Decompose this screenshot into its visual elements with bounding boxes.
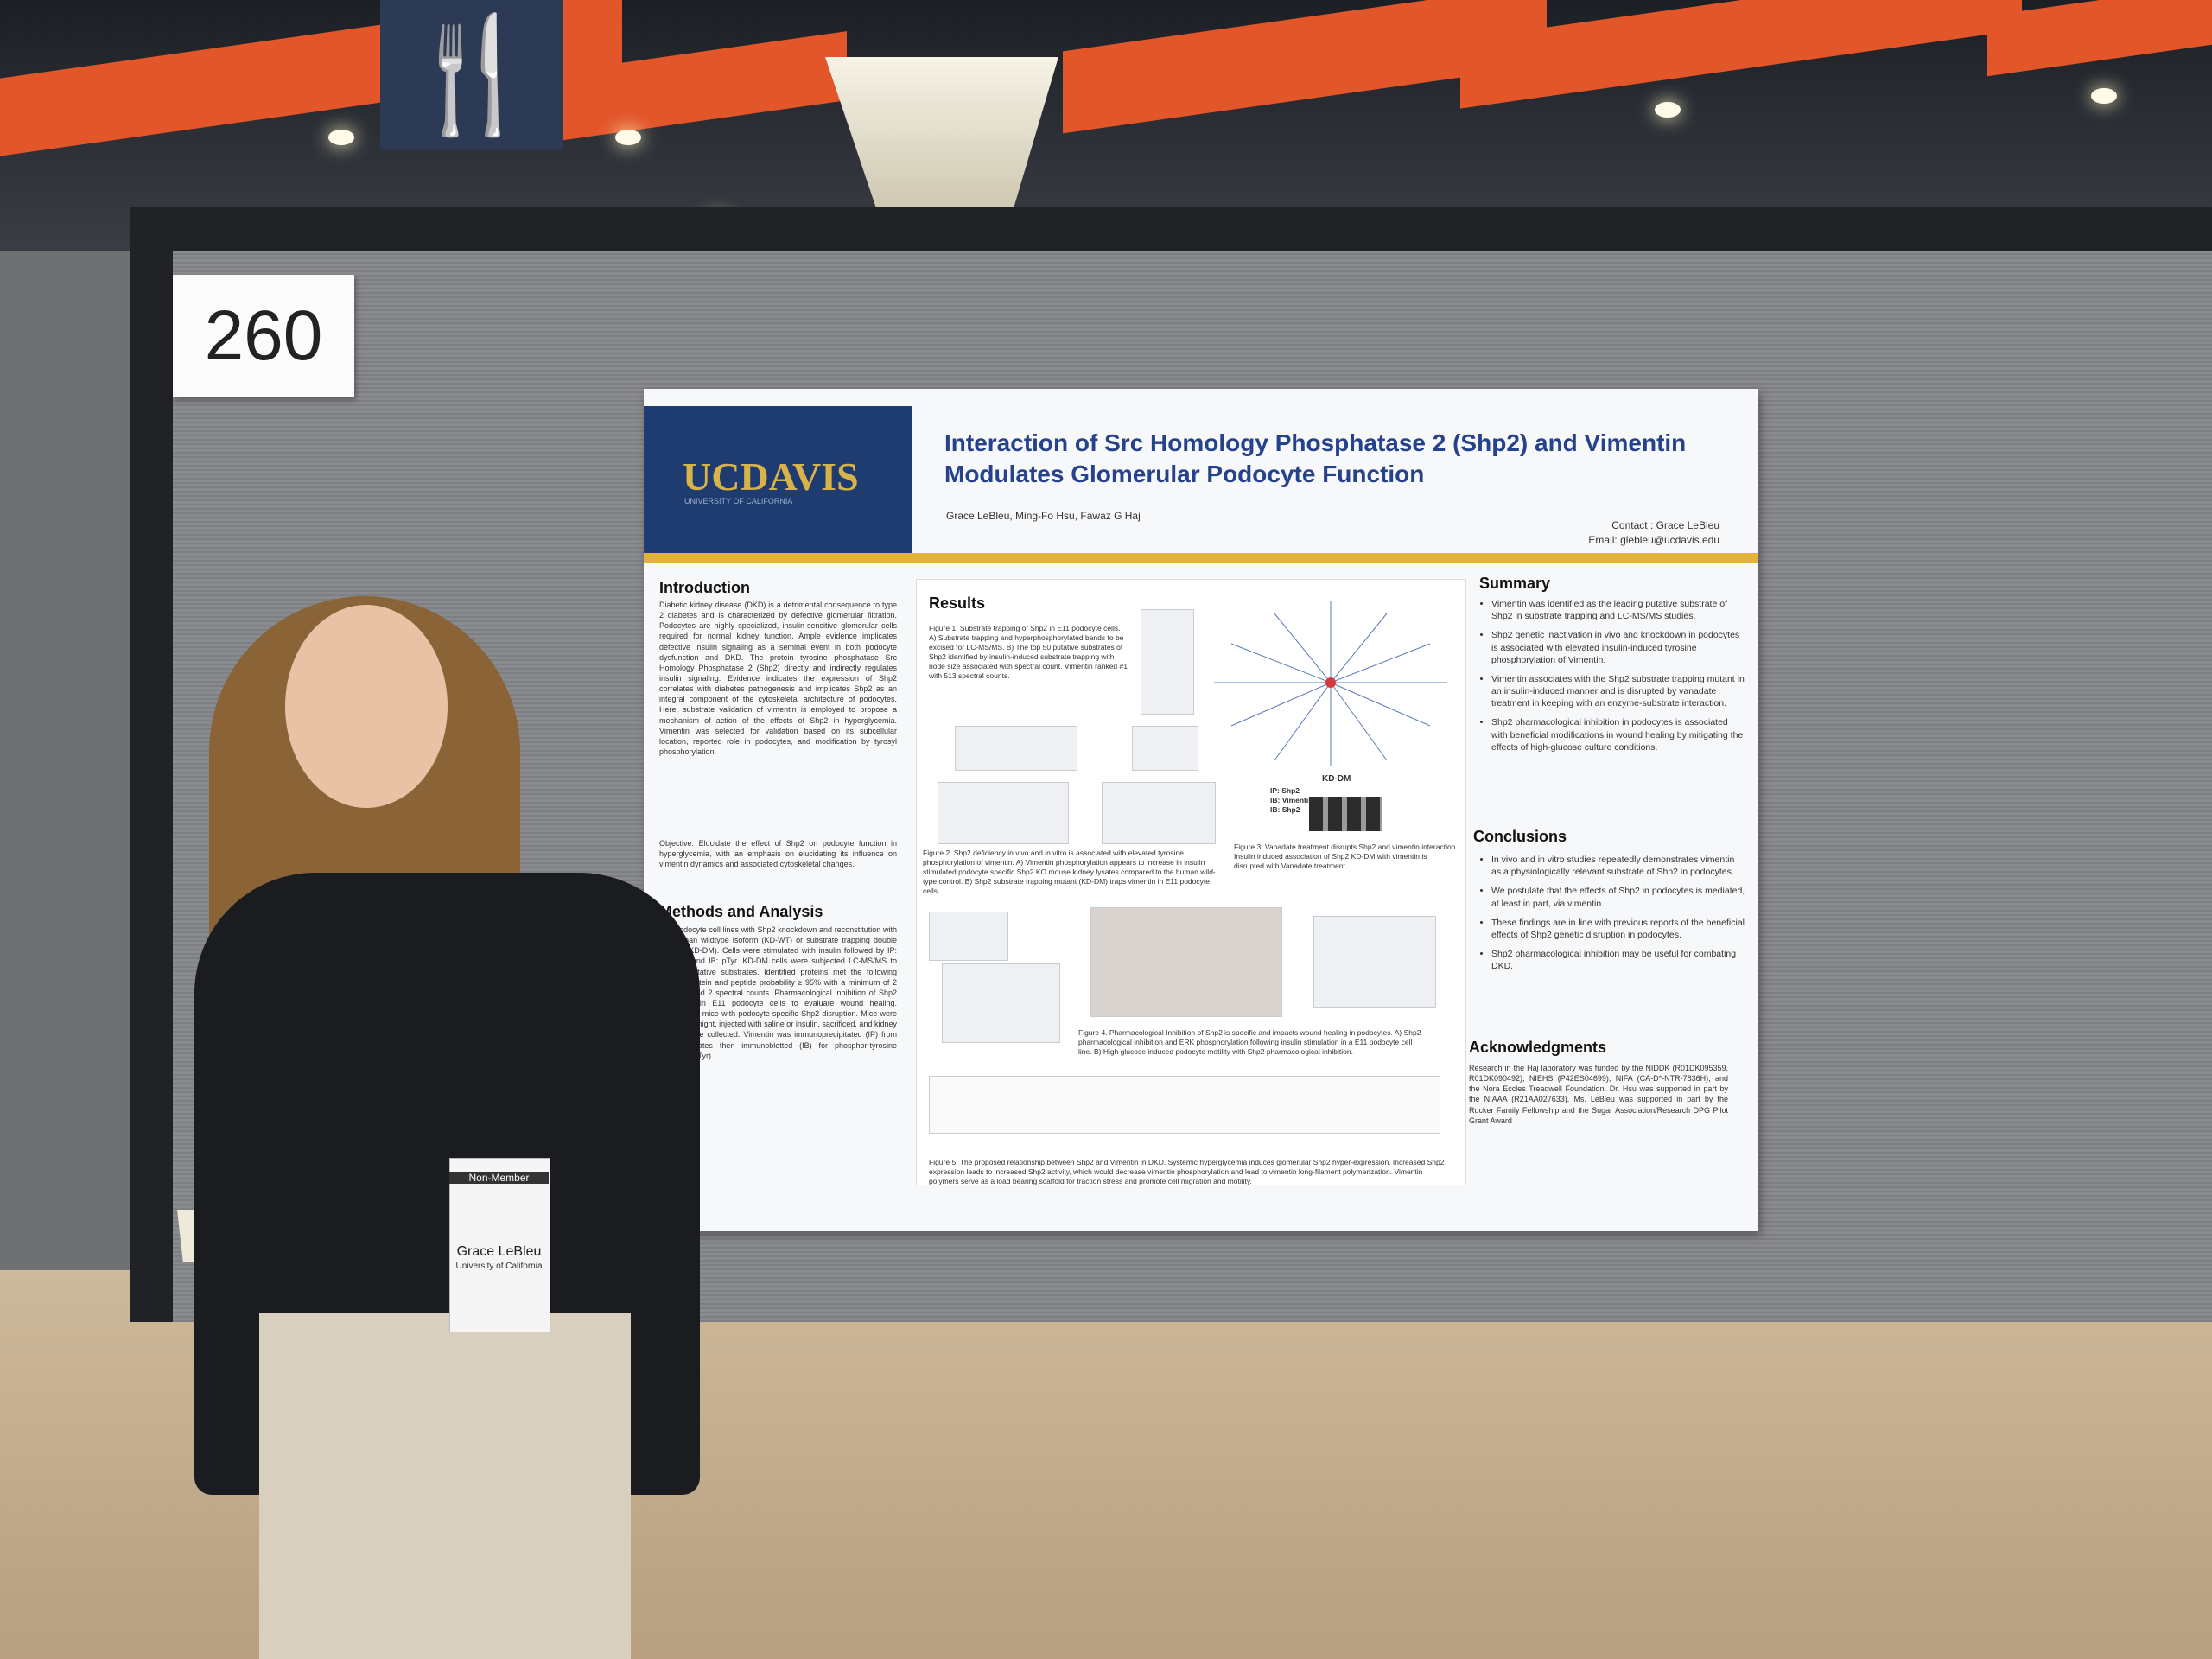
figure-3-caption: Figure 3. Vanadate treatment disrupts Sh… [1234, 842, 1458, 871]
figure-4a-bar-chart [942, 963, 1060, 1043]
poster-authors: Grace LeBleu, Ming-Fo Hsu, Fawaz G Haj [946, 510, 1141, 522]
figure-2a-blot [955, 726, 1077, 771]
name-badge [449, 1158, 550, 1332]
poster-title: Interaction of Src Homology Phosphatase … [944, 429, 1687, 488]
badge-organization: University of California [455, 1262, 543, 1271]
left-display-panel [0, 251, 130, 1270]
summary-list: Vimentin was identified as the leading p… [1479, 598, 1746, 760]
badge-type: Non-Member [449, 1172, 549, 1184]
fork-knife-icon: 🍴 [402, 10, 542, 137]
conclusion-item: In vivo and in vitro studies repeatedly … [1491, 854, 1746, 878]
summary-heading: Summary [1479, 575, 1551, 592]
figure-2b-blot [1132, 726, 1198, 771]
introduction-heading: Introduction [659, 579, 750, 596]
figure-5-caption: Figure 5. The proposed relationship betw… [929, 1158, 1445, 1186]
figure-2b-bar-chart [1102, 782, 1216, 844]
figure-4-caption: Figure 4. Pharmacological Inhibition of … [1078, 1028, 1421, 1057]
poster-logo-block [644, 406, 912, 557]
ceiling-light [328, 130, 354, 145]
poster-header-rule [644, 553, 1758, 563]
acknowledgments-text: Research in the Haj laboratory was funde… [1469, 1064, 1728, 1125]
presenter-pants [259, 1313, 631, 1659]
conclusions-heading: Conclusions [1473, 828, 1567, 845]
figure-4a-blot [929, 912, 1008, 961]
dining-sign [380, 0, 563, 149]
figure-4b-wound-images [1090, 907, 1282, 1017]
summary-item: Shp2 pharmacological inhibition in podoc… [1491, 716, 1746, 753]
conclusion-item: We postulate that the effects of Shp2 in… [1491, 885, 1746, 909]
conclusion-item: These findings are in line with previous… [1491, 917, 1746, 941]
conclusion-item: Shp2 pharmacological inhibition may be u… [1491, 948, 1746, 972]
booth-number-card: 260 [173, 275, 354, 397]
figure-3-blot [1309, 797, 1382, 831]
poster-contact: Contact : Grace LeBleu Email: gleblеu@uc… [1469, 518, 1719, 548]
figure-5-pathway-diagram [929, 1076, 1440, 1134]
figure-4b-bar-chart [1313, 916, 1436, 1008]
ceiling-light [2091, 88, 2117, 104]
results-heading: Results [929, 594, 986, 612]
summary-item: Vimentin associates with the Shp2 substr… [1491, 673, 1746, 710]
figure-3-blot-label: KD-DM [1322, 774, 1351, 784]
figure-2-caption: Figure 2. Shp2 deficiency in vivo and in… [923, 849, 1216, 896]
badge-name: Grace LeBleu [456, 1244, 542, 1259]
figure-1-network [1214, 601, 1447, 766]
contact-email: Email: gleblеu@ucdavis.edu [1588, 533, 1719, 546]
conclusions-list: In vivo and in vitro studies repeatedly … [1479, 854, 1746, 979]
acknowledgments-heading: Acknowledgments [1469, 1039, 1607, 1056]
network-center-node [1325, 677, 1336, 688]
ceiling-light [1655, 102, 1681, 118]
ucdavis-logo-subtitle: UNIVERSITY OF CALIFORNIA [684, 497, 793, 505]
contact-name: Contact : Grace LeBleu [1611, 519, 1719, 531]
figure-3-row-labels: IP: Shp2 IB: Vimentin IB: Shp2 [1270, 786, 1313, 815]
ucdavis-logo: UCDAVIS [683, 454, 859, 499]
summary-item: Vimentin was identified as the leading p… [1491, 598, 1746, 622]
methods-heading: Methods and Analysis [659, 903, 823, 920]
presenter-face [285, 605, 448, 808]
figure-2a-bar-chart [938, 782, 1069, 844]
introduction-text: Diabetic kidney disease (DKD) is a detri… [659, 601, 897, 756]
ceiling-light [615, 130, 641, 145]
figure-1-blot [1141, 609, 1194, 715]
summary-item: Shp2 genetic inactivation in vivo and kn… [1491, 629, 1746, 666]
figure-1-caption: Figure 1. Substrate trapping of Shp2 in … [929, 624, 1128, 681]
ceiling-baffle [1987, 0, 2212, 77]
objective-text: Objective: Elucidate the effect of Shp2 … [659, 839, 897, 869]
